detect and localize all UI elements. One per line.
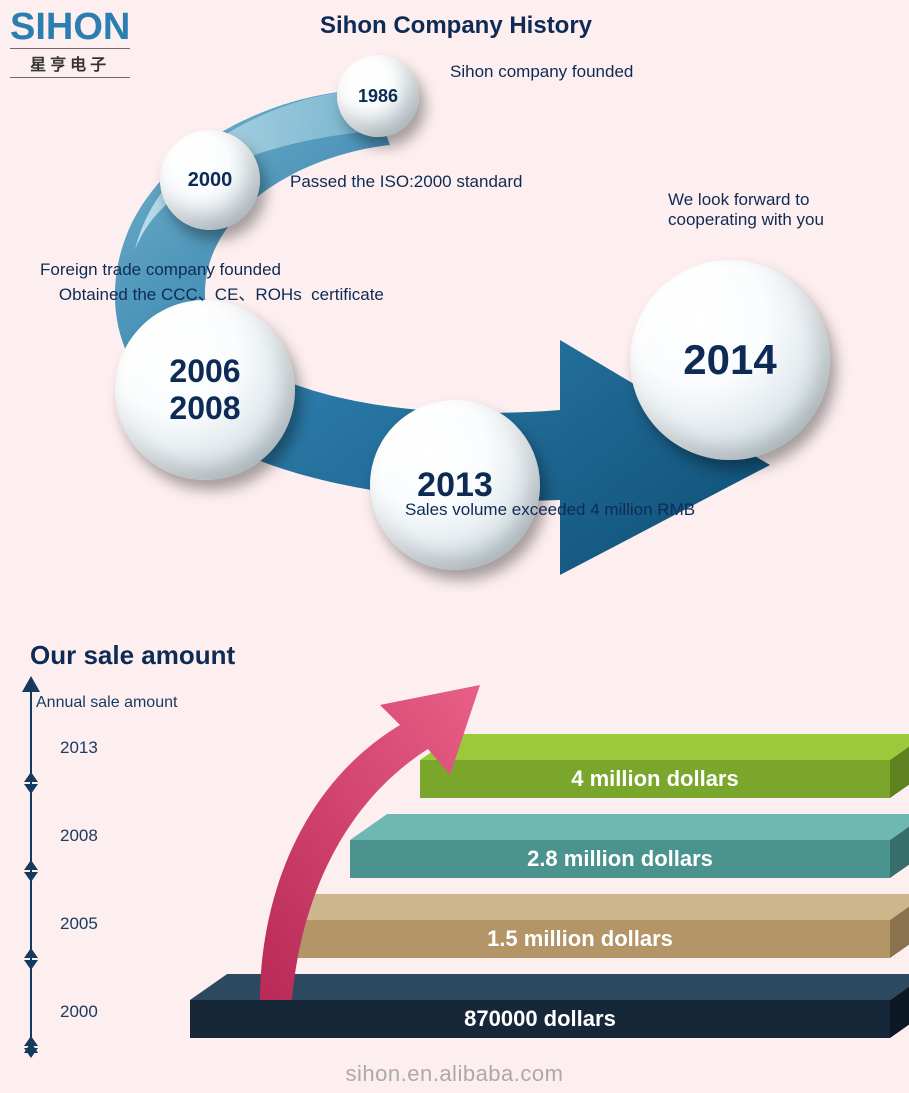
history-title: Sihon Company History <box>320 12 592 40</box>
sales-value-2013: 4 million dollars <box>571 766 738 792</box>
axis-tick-2013 <box>24 772 38 794</box>
axis-year-2013: 2013 <box>60 738 98 758</box>
sales-axis: Annual sale amount 2013 2008 2005 2000 <box>30 690 200 1050</box>
history-sphere-2013: 2013 <box>370 400 540 570</box>
sales-value-2008: 2.8 million dollars <box>527 846 713 872</box>
history-sphere-2006_2008: 2006 2008 <box>115 300 295 480</box>
history-year-1986: 1986 <box>358 86 398 107</box>
sales-title: Our sale amount <box>30 640 235 671</box>
sales-value-2005: 1.5 million dollars <box>487 926 673 952</box>
sales-slab-top-2000 <box>190 974 909 1000</box>
sales-slab-top-2005 <box>270 894 909 920</box>
axis-year-2005: 2005 <box>60 914 98 934</box>
history-caption-2000: Passed the ISO:2000 standard <box>290 172 523 192</box>
sales-slab-top-2013 <box>420 734 909 760</box>
history-year-2000: 2000 <box>188 169 233 192</box>
history-year-2014: 2014 <box>683 336 776 384</box>
sales-slab-front-2013: 4 million dollars <box>420 760 890 798</box>
history-year-2013: 2013 <box>417 466 493 505</box>
history-year-2006_2008: 2006 2008 <box>169 353 240 427</box>
history-section: Sihon Company History 1986 Sihon company … <box>0 0 909 630</box>
axis-tick-2008 <box>24 860 38 882</box>
axis-tick-2005 <box>24 948 38 970</box>
axis-arrowhead-top <box>22 676 40 694</box>
axis-header: Annual sale amount <box>36 694 177 712</box>
history-sphere-2000: 2000 <box>160 130 260 230</box>
sales-slab-front-2008: 2.8 million dollars <box>350 840 890 878</box>
history-caption-2013: Sales volume exceeded 4 million RMB <box>405 500 695 520</box>
history-sphere-2014: 2014 <box>630 260 830 460</box>
history-caption-2014: We look forward to cooperating with you <box>668 190 824 230</box>
sales-value-2000: 870000 dollars <box>464 1006 616 1032</box>
history-caption-2006_2008: Foreign trade company founded Obtained t… <box>40 260 384 305</box>
sales-slab-front-2005: 1.5 million dollars <box>270 920 890 958</box>
sales-section: Our sale amount Annual sale amount 2013 2… <box>0 640 909 1080</box>
axis-tick-bottom <box>24 1042 38 1054</box>
axis-year-2000: 2000 <box>60 1002 98 1022</box>
history-caption-1986: Sihon company founded <box>450 62 633 82</box>
sales-slab-top-2008 <box>350 814 909 840</box>
axis-year-2008: 2008 <box>60 826 98 846</box>
watermark: sihon.en.alibaba.com <box>0 1061 909 1087</box>
history-sphere-1986: 1986 <box>337 55 419 137</box>
sales-slab-front-2000: 870000 dollars <box>190 1000 890 1038</box>
